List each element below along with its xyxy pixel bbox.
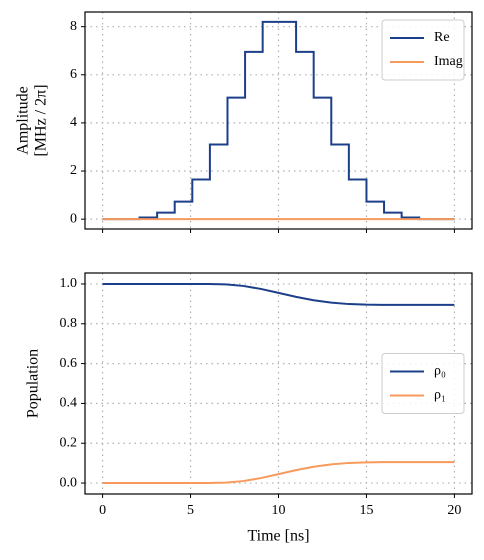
x-tick-label: 20 [447,503,461,518]
y-axis-label: Population [25,349,42,418]
legend-label: Imag [434,54,463,69]
axes-frame [84,11,473,230]
y-tick-label: 8 [70,19,77,34]
x-axis-label: Time [ns] [247,528,309,545]
y-tick-label: 0.8 [60,316,78,331]
y-tick-label: 0.4 [60,396,78,411]
y-tick-label: 0 [70,211,77,226]
legend-box [381,19,465,81]
y-tick-label: 0.2 [60,435,78,450]
x-tick-label: 0 [99,503,106,518]
axes-frame [84,272,473,495]
y-axis-label: [MHz / 2π] [33,84,50,156]
series-line [102,282,455,306]
y-tick-label: 2 [70,163,77,178]
y-tick-label: 0.0 [60,475,78,490]
legend-label: ρ₀ [434,364,446,379]
legend-label: Re [434,30,450,45]
y-axis-label: Amplitude [15,86,32,154]
y-tick-label: 0.6 [60,356,78,371]
x-tick-label: 10 [272,503,286,518]
x-tick-label: 15 [359,503,373,518]
legend-box [381,353,465,414]
series-line [102,461,455,485]
y-tick-label: 4 [70,115,77,130]
legend-label: ρ₁ [434,388,446,403]
y-tick-label: 6 [70,67,77,82]
y-tick-label: 1.0 [60,276,78,291]
series-line [102,20,455,221]
x-tick-label: 5 [187,503,194,518]
